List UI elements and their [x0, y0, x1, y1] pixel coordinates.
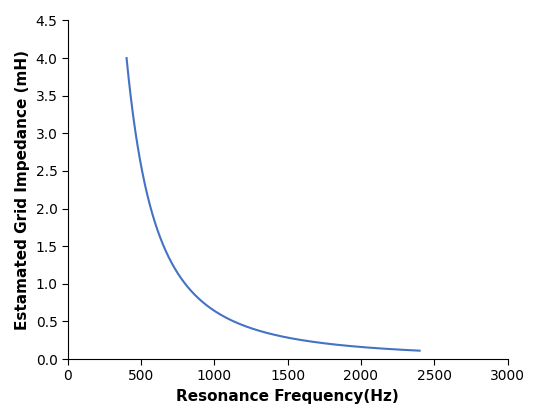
- Y-axis label: Estamated Grid Impedance (mH): Estamated Grid Impedance (mH): [15, 50, 30, 330]
- X-axis label: Resonance Frequency(Hz): Resonance Frequency(Hz): [177, 389, 399, 404]
